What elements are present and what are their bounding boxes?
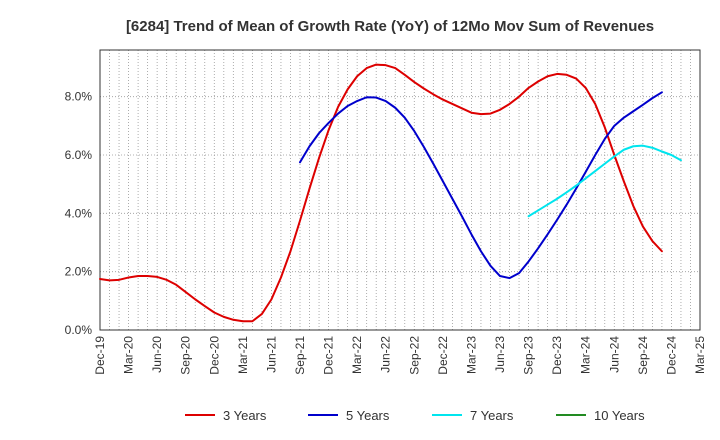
series-line-7-years: [527, 144, 682, 218]
y-tick-label: 6.0%: [65, 148, 93, 162]
x-tick-label: Mar-21: [236, 336, 250, 374]
x-tick-label: Mar-24: [579, 336, 593, 374]
plot-area: [100, 50, 700, 330]
y-tick-label: 8.0%: [65, 90, 93, 104]
x-tick-label: Dec-20: [207, 336, 221, 375]
plot-frame: [99, 49, 701, 331]
legend-label: 10 Years: [594, 408, 645, 423]
x-tick-label: Mar-20: [122, 336, 136, 374]
y-tick-label: 4.0%: [65, 206, 93, 220]
series-line-5-years: [299, 91, 663, 280]
x-tick-label: Jun-22: [379, 336, 393, 373]
x-tick-label: Sep-22: [407, 336, 421, 375]
series-layer: [99, 63, 682, 323]
x-axis-tick-labels: Dec-19 Mar-20 Jun-20 Sep-20 Dec-20 Mar-21 Jun-…: [93, 336, 707, 375]
series-line-3-years: [99, 63, 663, 323]
x-tick-label: Sep-21: [293, 336, 307, 375]
x-tick-label: Sep-20: [179, 336, 193, 375]
x-tick-label: Dec-23: [550, 336, 564, 375]
x-tick-label: Dec-22: [436, 336, 450, 375]
x-tick-label: Mar-25: [693, 336, 707, 374]
x-tick-label: Mar-22: [350, 336, 364, 374]
y-tick-label: 2.0%: [65, 265, 93, 279]
x-tick-label: Dec-21: [322, 336, 336, 375]
legend-label: 7 Years: [470, 408, 514, 423]
x-tick-label: Mar-23: [464, 336, 478, 374]
x-tick-label: Dec-24: [664, 336, 678, 375]
chart-title: [6284] Trend of Mean of Growth Rate (YoY…: [126, 18, 654, 35]
y-axis-tick-labels: 0.0% 2.0% 4.0% 6.0% 8.0%: [65, 90, 93, 337]
x-tick-label: Jun-20: [150, 336, 164, 373]
legend-label: 5 Years: [346, 408, 390, 423]
x-tick-label: Jun-23: [493, 336, 507, 373]
legend-label: 3 Years: [223, 408, 267, 423]
x-tick-label: Sep-23: [522, 336, 536, 375]
legend: 3 Years 5 Years 7 Years 10 Years: [185, 408, 645, 423]
x-tick-label: Sep-24: [636, 336, 650, 375]
x-tick-label: Jun-21: [264, 336, 278, 373]
x-tick-label: Jun-24: [607, 336, 621, 373]
x-tick-label: Dec-19: [93, 336, 107, 375]
y-tick-label: 0.0%: [65, 323, 93, 337]
y-gridlines: [100, 96, 700, 273]
